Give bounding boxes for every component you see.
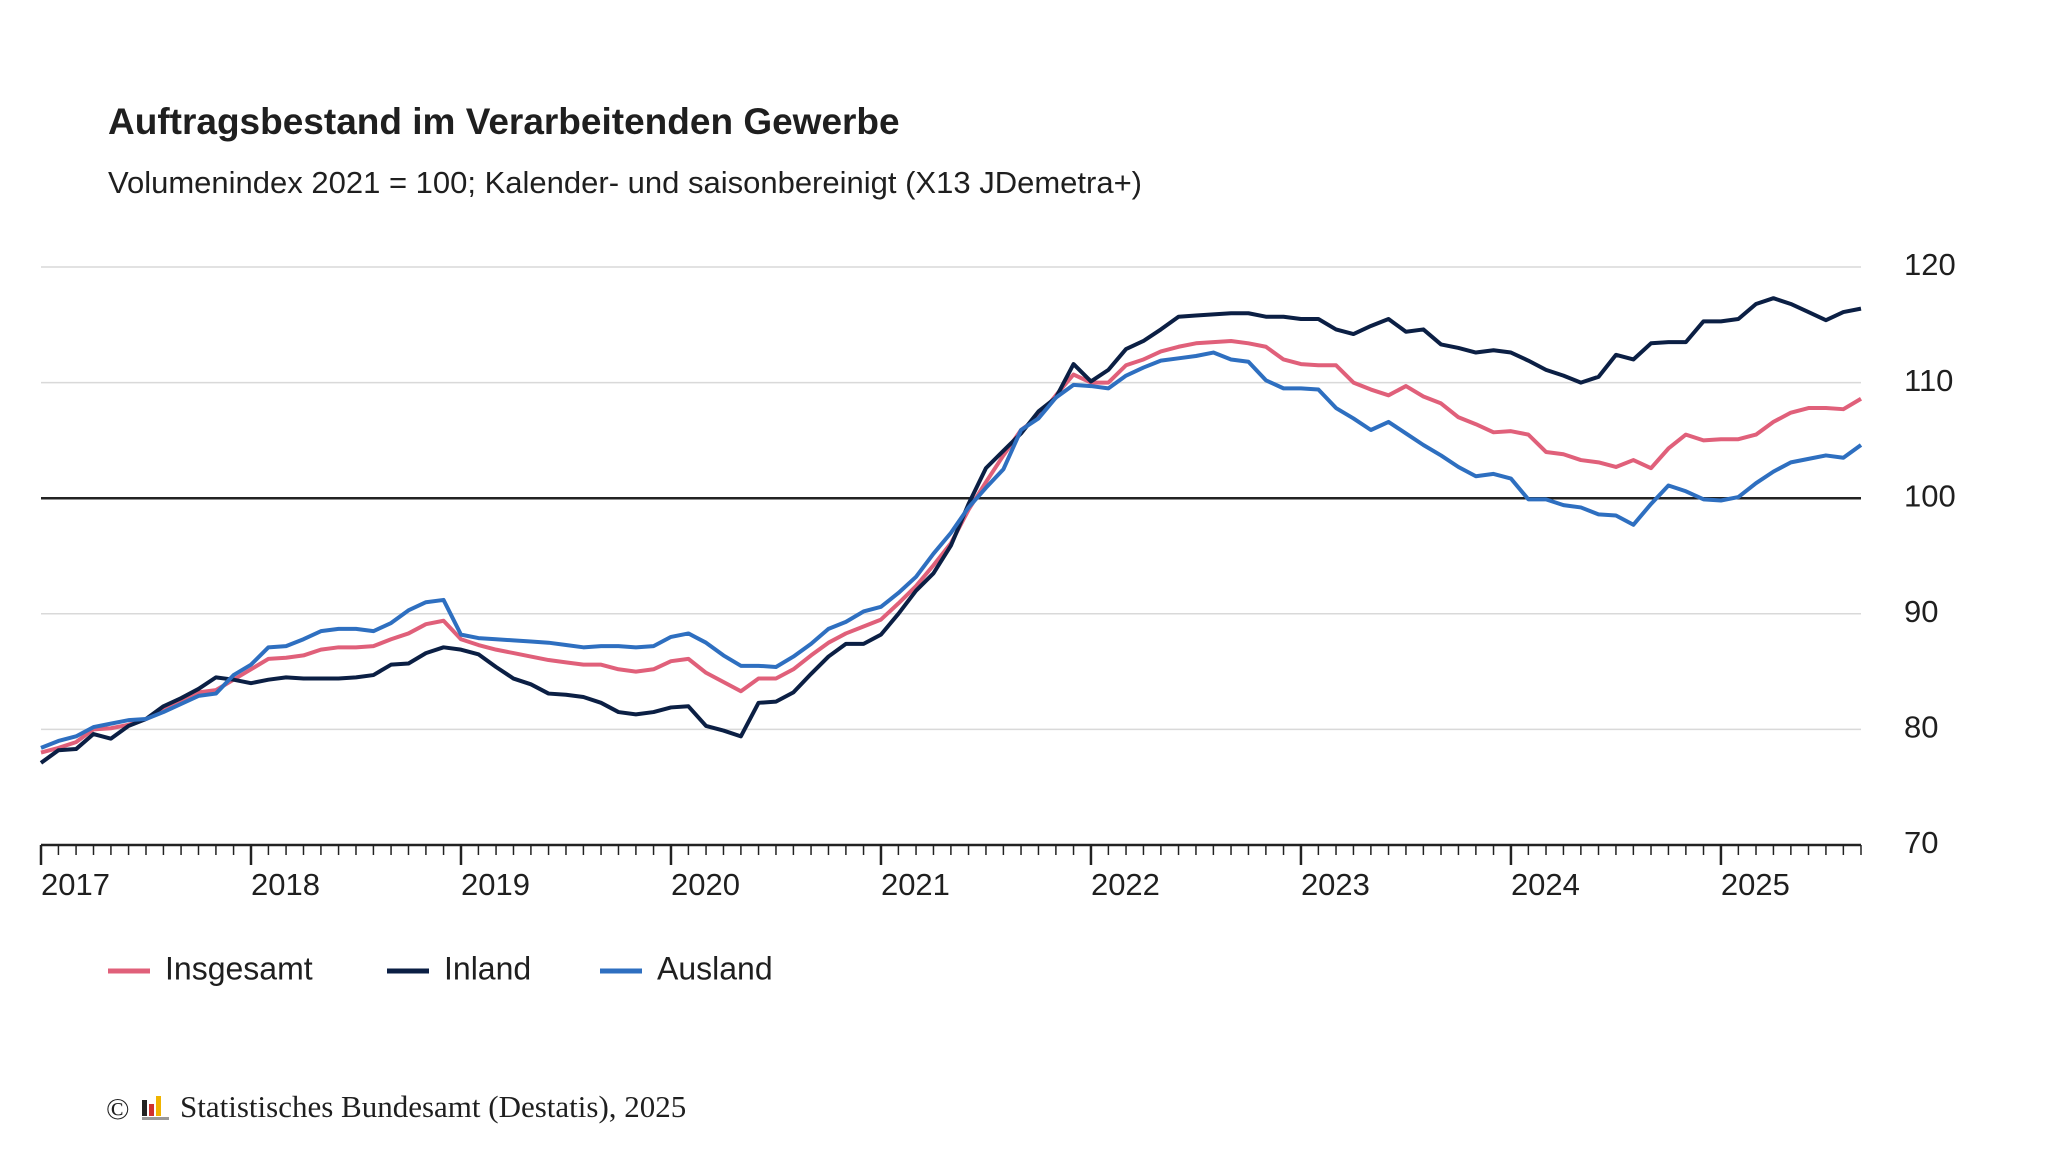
series-line (40, 350, 1863, 750)
y-tick-label: 110 (1904, 363, 1953, 398)
x-tick-label: 2023 (1301, 867, 1370, 902)
y-tick-label: 90 (1904, 594, 1938, 629)
x-tick-label: 2025 (1721, 867, 1790, 902)
y-tick-label: 100 (1904, 478, 1956, 513)
series-line (39, 296, 1862, 765)
y-tick-label: 120 (1904, 247, 1956, 282)
legend-label: Insgesamt (165, 950, 313, 986)
logo (142, 1096, 169, 1120)
chart-title: Auftragsbestand im Verarbeitenden Gewerb… (108, 101, 900, 142)
x-tick-label: 2022 (1091, 867, 1160, 902)
copyright: © (106, 1091, 130, 1126)
legend-label: Inland (444, 950, 531, 986)
legend-label: Ausland (657, 950, 773, 986)
y-tick-label: 80 (1904, 710, 1938, 745)
x-tick-label: 2021 (881, 867, 950, 902)
x-tick-label: 2017 (41, 867, 110, 902)
x-tick-label: 2018 (251, 867, 320, 902)
x-tick-label: 2019 (461, 867, 530, 902)
source-text: Statistisches Bundesamt (Destatis), 2025 (180, 1089, 686, 1124)
x-tick-label: 2020 (671, 867, 740, 902)
x-tick-label: 2024 (1511, 867, 1580, 902)
source: © Statistisches Bundesamt (Destatis), 20… (106, 1089, 686, 1126)
y-tick-label: 70 (1904, 825, 1938, 860)
chart-subtitle: Volumenindex 2021 = 100; Kalender- und s… (108, 165, 1142, 200)
